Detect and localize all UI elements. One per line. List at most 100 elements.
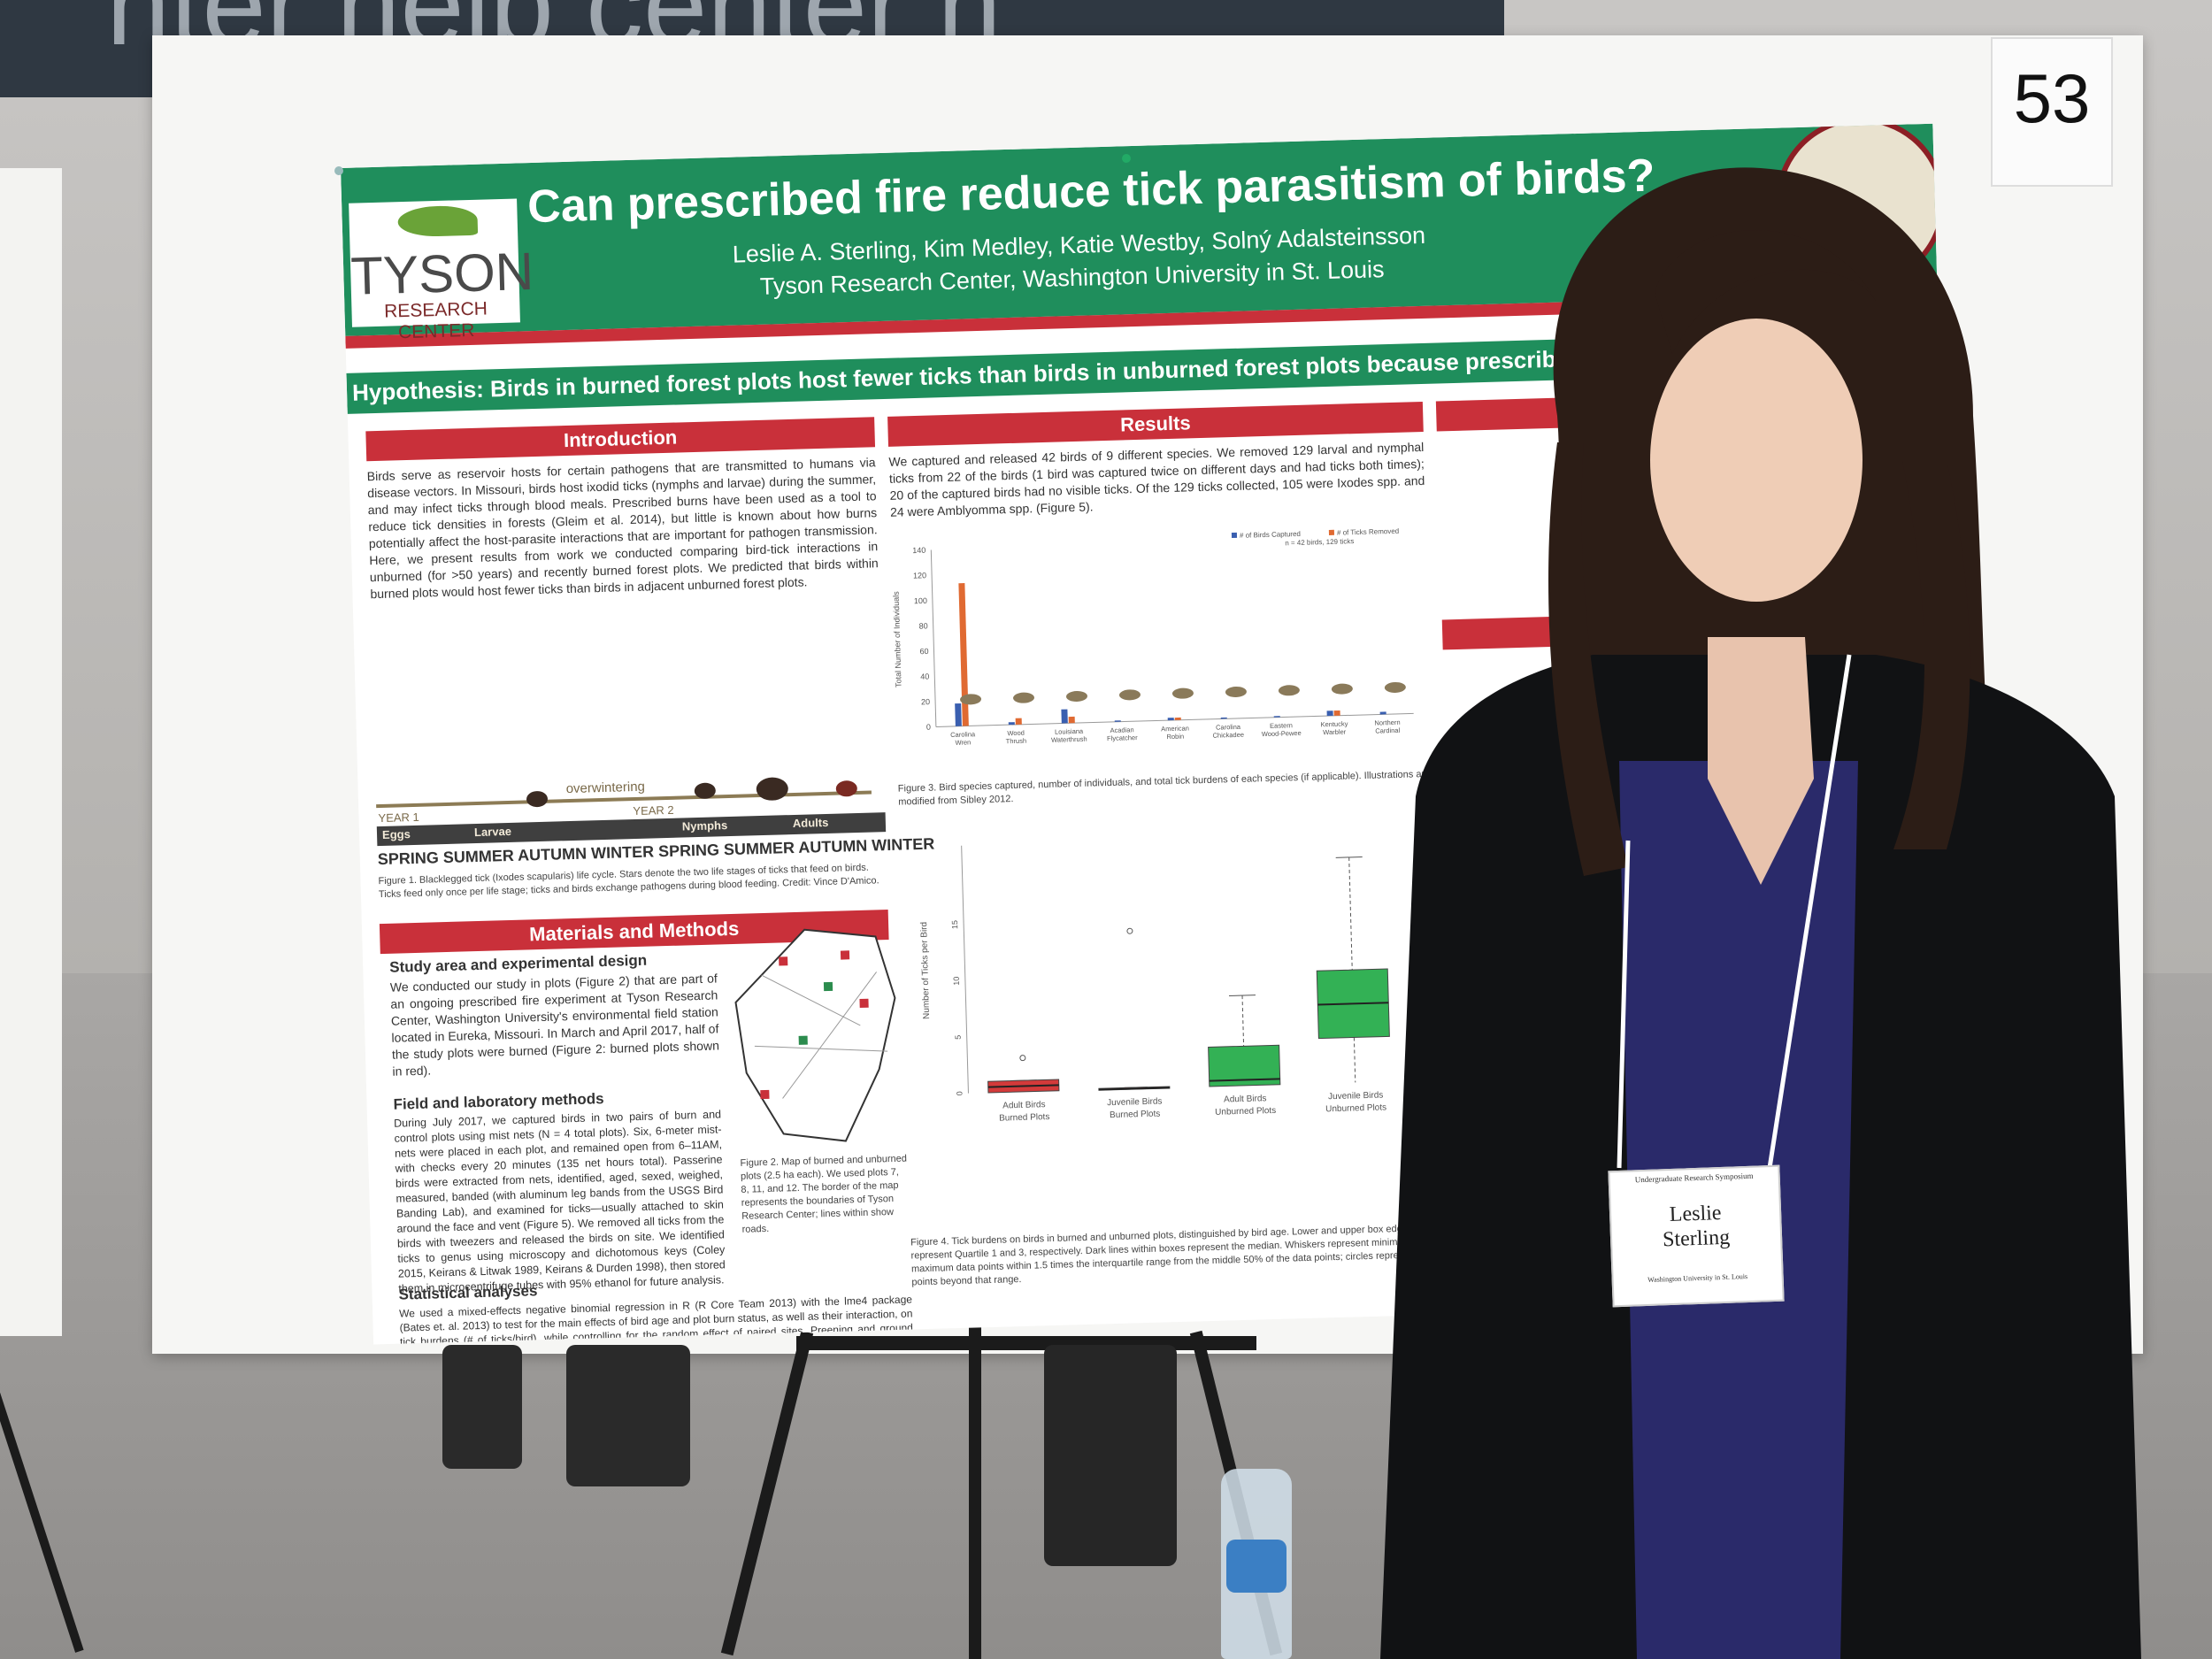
y-tick-label: 0 [926, 723, 931, 732]
bar [1326, 710, 1333, 717]
push-pin-icon [334, 166, 343, 175]
bar [1008, 722, 1015, 726]
chart-annotation: n = 42 birds, 129 ticks [1285, 537, 1354, 547]
bird-illustration-icon [960, 694, 982, 705]
name-badge: Undergraduate Research Symposium Leslie … [1608, 1164, 1785, 1308]
stage-adults: Adults [792, 815, 829, 831]
x-tick-label: Carolina [950, 730, 976, 739]
study-area-text: We conducted our study in plots (Figure … [389, 971, 720, 1079]
x-tick-label: Juvenile Birds [1328, 1091, 1384, 1102]
outlier-point [1019, 1055, 1026, 1062]
bird-illustration-icon [1278, 685, 1300, 696]
right-column-heading-2 [1441, 605, 1947, 650]
introduction-heading: Introduction [365, 417, 876, 462]
tyson-logo: TYSON RESEARCH CENTER [349, 198, 534, 342]
y-axis-label: Number of Ticks per Bird [919, 922, 932, 1019]
year2-label: YEAR 2 [633, 803, 674, 818]
y-axis [930, 549, 937, 727]
field-methods-heading: Field and laboratory methods [393, 1090, 604, 1113]
x-tick-label: Kentucky [1320, 719, 1348, 728]
bar [955, 703, 962, 726]
x-tick-label: Juvenile Birds [1107, 1096, 1163, 1108]
x-tick-label: Louisiana [1055, 727, 1084, 736]
bird-species-bar-chart: 0 20 40 60 80 100 120 140 Total Number of Indivi… [892, 527, 1414, 747]
whisker-cap [1335, 856, 1363, 858]
bar [1068, 716, 1075, 724]
bird-illustration-icon [1171, 687, 1194, 699]
x-tick-label: Wren [955, 738, 971, 746]
water-bottle [1221, 1469, 1292, 1659]
y-tick-label: 10 [952, 977, 961, 986]
whisker [1241, 995, 1245, 1047]
x-tick-label: Unburned Plots [1215, 1106, 1276, 1118]
background-person-legs [1044, 1345, 1177, 1566]
y-tick-label: 0 [955, 1091, 964, 1095]
bar [958, 583, 969, 726]
legend-label: # of Birds Captured [1240, 530, 1301, 540]
y-tick-label: 120 [913, 571, 926, 580]
bar [1061, 709, 1068, 724]
median-line [1098, 1087, 1170, 1091]
logo-sub-text: RESEARCH CENTER [383, 298, 488, 343]
bar [1273, 716, 1280, 718]
bird-illustration-icon [1384, 681, 1406, 693]
easel-ledge [796, 1336, 1256, 1350]
outlier-point [1126, 927, 1133, 934]
bar [1114, 720, 1121, 722]
figure2-caption: Figure 2. Map of burned and unburned plo… [740, 1153, 908, 1235]
y-tick-label: 80 [919, 621, 928, 630]
badge-last-name: Sterling [1662, 1225, 1731, 1252]
stage-nymphs: Nymphs [681, 818, 728, 833]
x-tick-label: Adult Birds [1224, 1094, 1267, 1104]
x-tick-label: American [1161, 724, 1189, 733]
bar [1167, 718, 1174, 721]
results-heading: Results [887, 401, 1424, 447]
y-axis [961, 845, 969, 1094]
bird-illustration-icon [1013, 692, 1035, 703]
research-poster: TYSON RESEARCH CENTER Can prescribed fir… [341, 123, 1966, 1345]
x-tick-label: Carolina [1216, 723, 1241, 732]
right-column-text: As the inci tick un [1628, 648, 1726, 665]
study-plot-map [734, 928, 896, 1142]
x-tick-label: Flycatcher [1107, 733, 1138, 742]
x-tick-label: Wood [1007, 729, 1025, 738]
bar [1220, 717, 1227, 719]
overwintering-label: overwintering [565, 779, 646, 797]
x-tick-label: Robin [1166, 733, 1184, 741]
y-tick-label: 40 [920, 672, 929, 681]
badge-footer: Washington University in St. Louis [1647, 1272, 1748, 1284]
year1-label: YEAR 1 [378, 810, 419, 826]
stage-larvae: Larvae [473, 824, 512, 840]
badge-name: Leslie Sterling [1611, 1199, 1781, 1255]
results-text: We captured and released 42 birds of 9 d… [888, 439, 1425, 519]
bird-illustration-icon [1118, 689, 1141, 701]
background-person-legs [566, 1345, 690, 1486]
x-tick-label: Chickadee [1212, 731, 1244, 740]
x-tick-label: Warbler [1323, 728, 1347, 737]
median-line [1317, 1002, 1389, 1006]
whisker [1348, 856, 1353, 971]
bird-illustration-icon [1065, 690, 1087, 703]
board-number: 53 [2013, 59, 2091, 137]
statistical-analyses-heading: Statistical analyses [398, 1282, 538, 1303]
x-tick-label: Wood-Pewee [1262, 729, 1302, 738]
y-tick-label: 60 [919, 647, 928, 656]
y-tick-label: 5 [954, 1035, 963, 1040]
bar [1333, 710, 1340, 716]
right-column-heading [1435, 387, 1941, 432]
bird-illustration-icon [1331, 683, 1353, 695]
y-tick-label: 20 [921, 697, 930, 706]
x-tick-label: Eastern [1270, 721, 1293, 730]
x-tick-label: Unburned Plots [1325, 1102, 1386, 1114]
x-tick-label: Burned Plots [999, 1112, 1050, 1124]
leaf-icon [397, 204, 479, 238]
x-tick-label: Cardinal [1375, 726, 1401, 735]
logo-main-text: TYSON [349, 241, 534, 306]
figure1-caption: Figure 1. Blacklegged tick (Ixodes scapu… [378, 862, 879, 901]
x-tick-label: Adult Birds [1002, 1100, 1046, 1110]
field-methods-text: During July 2017, we captured birds in t… [393, 1108, 726, 1295]
easel-leg-center [969, 1327, 981, 1659]
bottle-label [1226, 1540, 1286, 1593]
tick-burden-box-plot: 0 5 10 15 Number of Ticks per Bird Adult Bird… [919, 845, 1390, 1124]
legend-label: # of Ticks Removed [1337, 527, 1399, 537]
